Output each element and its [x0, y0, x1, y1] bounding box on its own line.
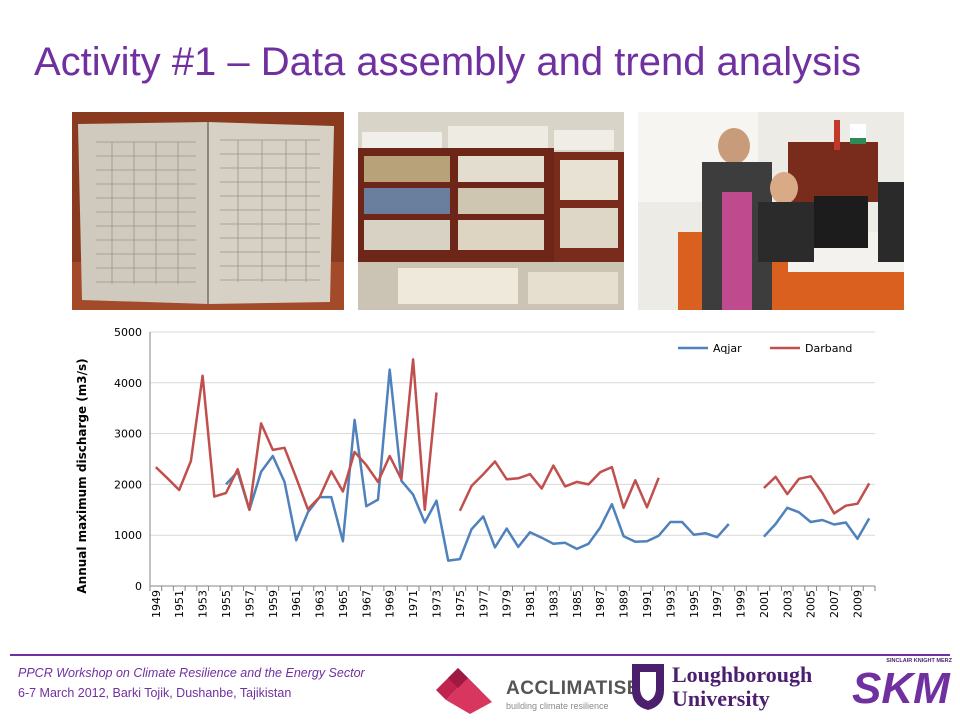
- series-line-darband: [458, 460, 660, 512]
- x-tick-label: 1951: [173, 590, 186, 618]
- series-line-darband: [154, 358, 438, 512]
- acclimatise-mark-icon: [436, 668, 492, 714]
- x-tick-label: 1975: [454, 590, 467, 618]
- x-tick-label: 1989: [618, 590, 631, 618]
- acclimatise-logo: ACCLIMATISE building climate resilience: [434, 660, 639, 716]
- loughborough-logo: Loughborough University: [628, 660, 828, 716]
- acclimatise-tagline: building climate resilience: [506, 701, 609, 711]
- chart-series: [154, 358, 871, 562]
- x-tick-label: 2007: [828, 590, 841, 618]
- x-tick-label: 1957: [243, 590, 256, 618]
- photo-office-computer: [638, 112, 904, 310]
- loughborough-name-line1: Loughborough: [672, 662, 813, 687]
- x-tick-label: 1983: [547, 590, 560, 618]
- y-tick-label: 4000: [114, 377, 142, 390]
- x-tick-label: 1973: [430, 590, 443, 618]
- chart-legend: Aqjar Darband: [678, 342, 852, 355]
- x-tick-label: 1949: [150, 590, 163, 618]
- footer-event-title: PPCR Workshop on Climate Resilience and …: [18, 666, 365, 680]
- x-tick-label: 1979: [501, 590, 514, 618]
- x-tick-label: 2001: [758, 590, 771, 618]
- x-tick-label: 1967: [360, 590, 373, 618]
- x-tick-label: 1963: [314, 590, 327, 618]
- series-line-darband: [763, 475, 871, 515]
- x-tick-label: 1995: [688, 590, 701, 618]
- series-line-aqjar: [225, 368, 730, 562]
- y-tick-label: 0: [135, 580, 142, 593]
- skm-name: SKM: [852, 664, 950, 713]
- x-tick-label: 1991: [641, 590, 654, 618]
- legend-label-darband: Darband: [805, 342, 852, 355]
- legend-label-aqjar: Aqjar: [713, 342, 742, 355]
- x-tick-label: 1985: [571, 590, 584, 618]
- chart-gridlines: [150, 331, 875, 536]
- x-tick-label: 2005: [805, 590, 818, 618]
- footer-divider: [10, 654, 950, 656]
- loughborough-shield-icon: [632, 664, 664, 710]
- x-tick-label: 1965: [337, 590, 350, 618]
- x-tick-label: 1971: [407, 590, 420, 618]
- y-tick-labels: 0 1000 2000 3000 4000 5000: [114, 326, 142, 593]
- x-tick-label: 1961: [290, 590, 303, 618]
- x-tick-label: 1955: [220, 590, 233, 618]
- footer-event-date: 6-7 March 2012, Barki Tojik, Dushanbe, T…: [18, 686, 292, 700]
- x-tick-label: 1977: [477, 590, 490, 618]
- x-tick-label: 1999: [735, 590, 748, 618]
- photo-archive-shelves: [358, 112, 624, 310]
- skm-tagline: SINCLAIR KNIGHT MERZ: [886, 658, 952, 664]
- y-tick-label: 3000: [114, 428, 142, 441]
- x-tick-label: 1993: [664, 590, 677, 618]
- photo-ledger-book: [72, 112, 344, 310]
- x-tick-label: 1997: [711, 590, 724, 618]
- x-tick-label: 2003: [781, 590, 794, 618]
- acclimatise-name: ACCLIMATISE: [506, 678, 640, 699]
- slide-title: Activity #1 – Data assembly and trend an…: [34, 40, 862, 84]
- x-tick-labels: 1949 1951 1953 1955 1957 1959 1961 1963 1965 1967…: [150, 590, 865, 618]
- x-tick-label: 1959: [267, 590, 280, 618]
- x-tick-label: 1981: [524, 590, 537, 618]
- series-line-aqjar: [762, 506, 871, 541]
- y-tick-label: 5000: [114, 326, 142, 339]
- y-tick-label: 2000: [114, 478, 142, 491]
- loughborough-name-line2: University: [672, 686, 770, 711]
- x-tick-label: 1953: [197, 590, 210, 618]
- x-tick-label: 1987: [594, 590, 607, 618]
- skm-logo: SINCLAIR KNIGHT MERZ SKM: [842, 658, 954, 716]
- x-tick-label: 2009: [851, 590, 864, 618]
- chart-axes: [149, 332, 876, 591]
- y-tick-label: 1000: [114, 529, 142, 542]
- x-tick-label: 1969: [384, 590, 397, 618]
- y-axis-label: Annual maximum discharge (m3/s): [75, 358, 89, 593]
